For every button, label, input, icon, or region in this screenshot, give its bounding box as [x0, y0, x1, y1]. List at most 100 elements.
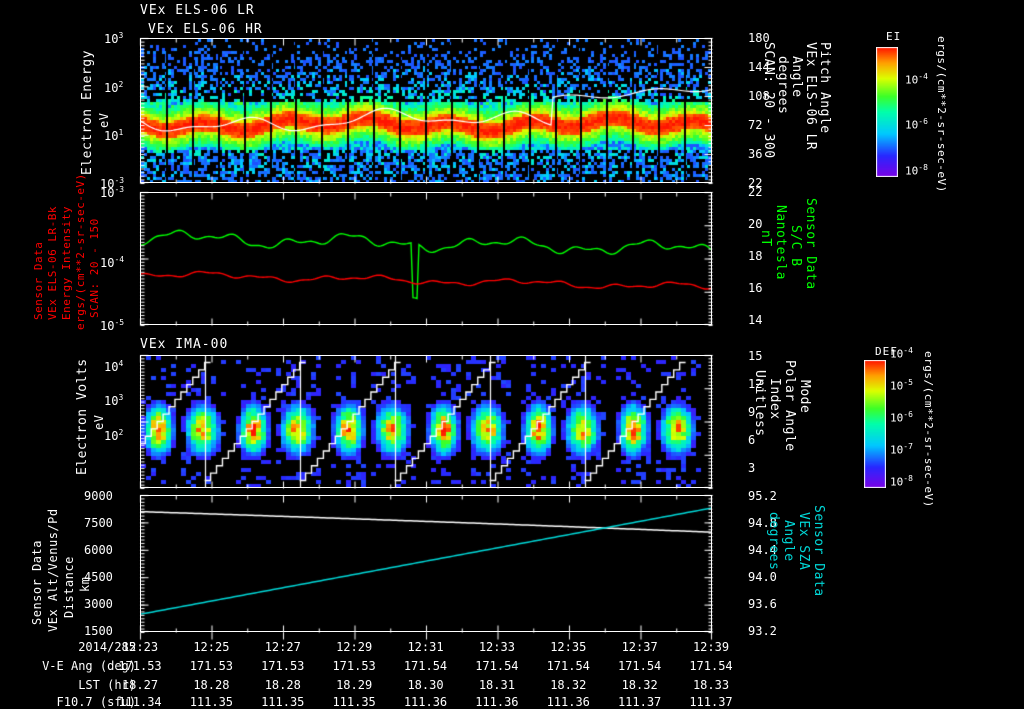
panel4-left-label-0: Sensor Data — [30, 540, 44, 625]
panel4-right-label-1: VEx SZA — [796, 512, 811, 571]
def-colorbar-gradient — [864, 360, 886, 488]
bottom-row-label-2: F10.7 (sfu) — [56, 695, 136, 709]
panel-energy-intensity-magnetic — [140, 192, 712, 325]
panel-altitude-sza — [140, 495, 712, 632]
bottom-time-8: 12:39 — [692, 640, 730, 654]
bottom-time-0: 12:23 — [121, 640, 159, 654]
ei-colorbar-tick-1: 10-6 — [905, 117, 928, 132]
panel4-right-ytick-3: 94.0 — [748, 570, 777, 584]
def-colorbar-tick-2: 10-6 — [890, 410, 913, 425]
panel3-ytick-0: 104 — [104, 359, 124, 374]
panel3-title: VEx IMA-00 — [140, 337, 229, 352]
altitude-sza-canvas — [141, 496, 711, 631]
panel1-title-lr: VEx ELS-06 LR — [140, 3, 255, 18]
panel2-right-ytick-2: 18 — [748, 249, 763, 263]
panel2-right-ytick-1: 20 — [748, 217, 763, 231]
bottom-time-3: 12:29 — [336, 640, 373, 654]
panel1-right-label-0: Pitch Angle — [817, 42, 832, 134]
panel4-ytick-0: 9000 — [84, 489, 113, 503]
bottom-time-1: 12:25 — [193, 640, 230, 654]
panel4-right-ytick-0: 95.2 — [748, 489, 777, 503]
bottom-time-6: 12:35 — [550, 640, 587, 654]
panel2-right-label-1: S/C B — [788, 225, 803, 267]
bottom-f107-7: 111.37 — [617, 695, 662, 709]
bottom-time-4: 12:31 — [407, 640, 444, 654]
panel4-ytick-4: 3000 — [84, 597, 113, 611]
panel3-left-axis-units: eV — [92, 414, 106, 430]
ei-colorbar-gradient — [876, 47, 898, 177]
ei-colorbar-tick-0: 10-4 — [905, 72, 928, 87]
panel4-left-label-1: VEx Alt/Venus/Pd — [46, 508, 60, 632]
bottom-f107-6: 111.36 — [546, 695, 590, 709]
panel2-right-ytick-3: 16 — [748, 281, 763, 295]
panel1-ytick-2: 101 — [104, 128, 124, 143]
panel1-left-axis-units: eV — [97, 112, 111, 128]
panel2-ytick-1: 10-4 — [100, 255, 125, 270]
els-spectrogram-canvas — [141, 39, 711, 182]
panel2-right-ytick-4: 14 — [748, 313, 763, 327]
panel2-left-label-4: SCAN: 20 - 150 — [88, 218, 101, 318]
panel3-ytick-2: 102 — [104, 428, 124, 443]
bottom-lst-5: 18.31 — [478, 678, 515, 692]
panel3-right-label-1: Polar Angle — [782, 360, 797, 452]
bottom-date-label: 2014/285 — [78, 640, 136, 654]
panel3-right-label-3: Unitless — [752, 370, 767, 437]
intensity-magnetic-canvas — [141, 193, 711, 324]
bottom-ve-ang-0: 171.53 — [118, 659, 162, 673]
bottom-f107-5: 111.36 — [475, 695, 519, 709]
panel3-right-ytick-0: 15 — [748, 349, 763, 363]
panel2-ytick-2: 10-5 — [100, 318, 125, 333]
bottom-f107-4: 111.36 — [403, 695, 448, 709]
panel3-ytick-1: 103 — [104, 393, 124, 408]
bottom-f107-8: 111.37 — [689, 695, 733, 709]
bottom-lst-8: 18.33 — [692, 678, 730, 692]
bottom-ve-ang-6: 171.54 — [546, 659, 590, 673]
panel2-left-label-3: ergs/(cm**2-sr-sec-eV) — [74, 173, 87, 330]
panel3-right-ytick-4: 3 — [748, 461, 756, 475]
panel1-right-label-3: degrees — [775, 56, 790, 115]
def-colorbar-units: ergs/(cm**2-sr-sec-eV) — [922, 351, 935, 508]
bottom-time-2: 12:27 — [264, 640, 301, 654]
panel1-right-label-2: Angle — [789, 56, 804, 98]
panel1-right-label-1: VEx ELS-06 LR — [803, 42, 818, 151]
panel-els-spectrogram — [140, 38, 712, 183]
panel3-left-axis-label: Electron Volts — [75, 358, 90, 475]
bottom-ve-ang-4: 171.54 — [403, 659, 448, 673]
panel-ima-spectrogram — [140, 355, 712, 488]
panel1-title-hr: VEx ELS-06 HR — [148, 22, 263, 37]
panel3-right-label-0: Mode — [797, 380, 812, 414]
bottom-ve-ang-2: 171.53 — [261, 659, 305, 673]
ima-spectrogram-canvas — [141, 356, 711, 487]
panel3-right-label-2: Index — [767, 378, 782, 420]
panel2-left-label-0: Sensor Data — [32, 241, 45, 320]
bottom-lst-4: 18.30 — [407, 678, 444, 692]
bottom-ve-ang-7: 171.54 — [617, 659, 662, 673]
bottom-time-5: 12:33 — [478, 640, 515, 654]
ei-colorbar-tick-2: 10-8 — [905, 163, 928, 178]
bottom-lst-6: 18.32 — [550, 678, 587, 692]
bottom-f107-0: 111.34 — [118, 695, 162, 709]
bottom-lst-3: 18.29 — [336, 678, 373, 692]
panel4-right-ytick-4: 93.6 — [748, 597, 777, 611]
bottom-time-7: 12:37 — [621, 640, 658, 654]
ei-colorbar-units: ergs/(cm**2-sr-sec-eV) — [935, 36, 948, 193]
ei-colorbar-title: EI — [886, 30, 902, 43]
bottom-f107-3: 111.35 — [332, 695, 376, 709]
bottom-lst-0: 18.27 — [121, 678, 159, 692]
bottom-ve-ang-3: 171.53 — [332, 659, 376, 673]
def-colorbar-tick-1: 10-5 — [890, 378, 913, 393]
def-colorbar-tick-0: 10-4 — [890, 346, 913, 361]
panel4-right-label-3: degrees — [766, 512, 781, 571]
bottom-row-label-0: V-E Ang (deg) — [42, 659, 136, 673]
panel4-right-label-2: Angle — [781, 520, 796, 562]
panel2-right-label-0: Sensor Data — [803, 198, 818, 290]
def-colorbar-tick-3: 10-7 — [890, 442, 913, 457]
bottom-ve-ang-1: 171.53 — [189, 659, 234, 673]
panel4-left-label-3: km — [78, 576, 92, 592]
panel1-ytick-0: 103 — [104, 31, 124, 46]
panel2-left-label-2: Energy Intensity — [60, 206, 73, 320]
bottom-f107-1: 111.35 — [189, 695, 234, 709]
panel2-right-label-2: Nanotesla — [773, 205, 788, 280]
panel2-right-ytick-0: 22 — [748, 185, 763, 199]
